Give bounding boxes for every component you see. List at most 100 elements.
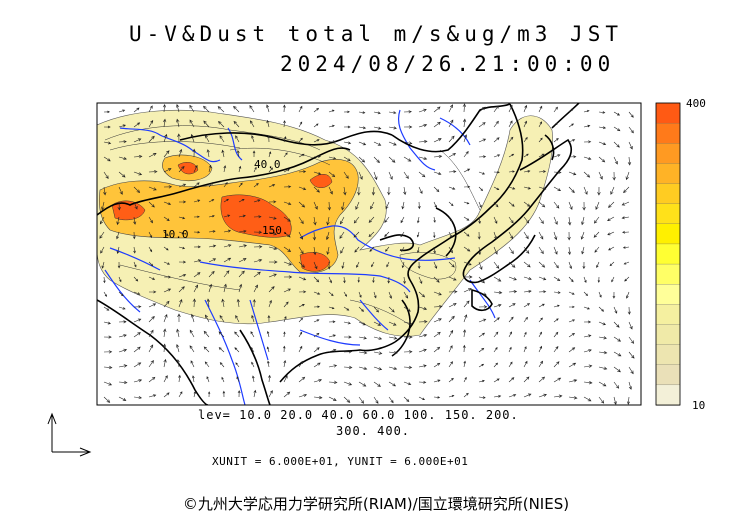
wind-arrow [613, 321, 620, 328]
wind-arrow [253, 245, 263, 249]
wind-arrow [433, 186, 440, 193]
wind-arrow [358, 396, 364, 404]
wind-arrow [221, 376, 225, 383]
wind-arrow [368, 231, 375, 237]
wind-arrow [235, 135, 240, 143]
wind-arrow [193, 259, 202, 263]
wind-arrow [326, 216, 330, 226]
wind-arrow [613, 126, 621, 132]
wind-arrow [388, 171, 393, 180]
colorbar-segment [655, 143, 681, 165]
wind-arrow [251, 361, 255, 368]
wind-arrow [132, 231, 136, 240]
wind-arrow [568, 123, 574, 128]
wind-arrow [208, 164, 212, 173]
wind-arrow [598, 366, 608, 370]
wind-arrow [190, 313, 195, 323]
wind-arrow [463, 329, 467, 338]
wind-arrow [148, 276, 156, 280]
wind-arrow [328, 396, 337, 401]
colorbar-segment [655, 344, 681, 366]
wind-arrow [313, 319, 320, 323]
wind-arrow [178, 165, 185, 173]
wind-arrow [253, 271, 261, 278]
wind-arrow [403, 381, 412, 386]
rivers [104, 109, 496, 405]
colorbar-segment [655, 284, 681, 305]
wind-arrow [448, 290, 458, 294]
wind-arrow [148, 169, 158, 174]
wind-arrow [553, 216, 558, 225]
wind-arrow [193, 182, 200, 188]
wind-arrow [298, 261, 305, 268]
wind-arrow [621, 201, 630, 206]
wind-arrow [117, 201, 121, 211]
wind-arrow [236, 298, 240, 308]
wind-arrow [103, 156, 111, 162]
wind-arrow [283, 120, 286, 128]
wind-arrow [133, 186, 141, 194]
wind-arrow [103, 306, 110, 311]
wind-arrow [623, 186, 630, 194]
wind-arrow [236, 376, 240, 383]
wind-arrow [627, 306, 631, 315]
wind-arrow [388, 111, 397, 115]
wind-arrow [401, 246, 405, 253]
wind-arrow [313, 216, 317, 226]
wind-arrow [463, 185, 471, 189]
wind-arrow [538, 290, 547, 294]
wind-arrow [418, 276, 423, 285]
wind-arrow [493, 394, 502, 398]
wind-arrow [298, 216, 304, 225]
wind-arrow [448, 170, 457, 174]
wind-arrow [192, 298, 197, 308]
wind-arrow [598, 141, 607, 146]
wind-arrow [193, 199, 201, 203]
wind-arrow [448, 231, 453, 238]
wind-arrow [523, 231, 529, 240]
wind-arrow [373, 171, 378, 181]
colorbar-segment [655, 384, 681, 406]
wind-arrow [236, 149, 240, 158]
wind-arrow [463, 231, 470, 237]
wind-arrow [388, 141, 397, 146]
wind-arrow [249, 120, 255, 128]
wind-arrow [523, 201, 531, 207]
wind-arrow [538, 376, 546, 383]
wind-arrow [401, 261, 405, 269]
wind-arrow [148, 135, 155, 143]
wind-arrow [582, 201, 586, 211]
wind-arrow [568, 276, 574, 283]
wind-arrow [100, 246, 105, 254]
wind-arrow [162, 104, 167, 113]
wind-arrow [238, 214, 246, 218]
wind-arrow [493, 362, 499, 368]
wind-arrow [538, 231, 544, 240]
wind-arrow [478, 318, 487, 323]
wind-arrow [193, 215, 200, 219]
wind-arrow [99, 216, 105, 225]
wind-arrow [116, 246, 120, 255]
wind-arrow [583, 380, 593, 385]
wind-arrow [133, 305, 142, 309]
wind-arrow [493, 246, 498, 255]
wind-arrow [523, 261, 531, 268]
wind-arrow [433, 291, 442, 296]
wind-arrow [373, 126, 382, 130]
wind-arrow [312, 231, 317, 241]
wind-arrow [370, 201, 375, 210]
wind-arrow [598, 321, 606, 326]
wind-arrow [538, 216, 544, 225]
wind-arrow [463, 376, 467, 383]
wind-arrow [523, 360, 528, 368]
wind-arrow [388, 336, 398, 340]
wind-arrow [357, 186, 361, 196]
wind-arrow [418, 291, 426, 298]
wind-arrow [448, 186, 456, 190]
wind-arrow [448, 135, 455, 143]
wind-arrow [553, 201, 560, 209]
wind-arrow [373, 291, 377, 299]
wind-arrow [313, 362, 321, 368]
wind-arrow [355, 201, 360, 210]
wind-arrow [251, 375, 255, 383]
